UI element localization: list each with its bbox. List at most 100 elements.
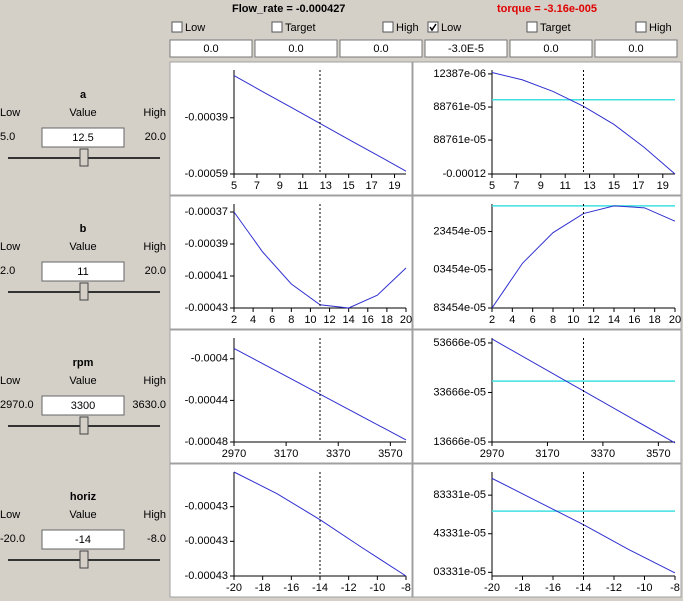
field-box[interactable] [424, 39, 508, 58]
x-tick-label: 3170 [274, 448, 298, 460]
x-tick-label: -18 [515, 582, 531, 594]
checkbox-label[interactable]: Low [185, 22, 205, 34]
high-value: -8.0 [147, 533, 166, 545]
field-box[interactable] [254, 39, 338, 58]
y-tick-label: 53666e-05 [433, 337, 486, 349]
x-tick-label: -16 [283, 582, 299, 594]
torque-label: torque = -3.16e-005 [497, 3, 597, 15]
checkbox[interactable] [382, 21, 394, 33]
field-value[interactable]: 0.0 [373, 43, 388, 55]
plot-cell [412, 195, 682, 330]
x-tick-label: -12 [341, 582, 357, 594]
low-label: Low [0, 509, 20, 521]
value-text[interactable]: 12.5 [72, 132, 93, 144]
x-tick-label: 3370 [591, 448, 615, 460]
slider-thumb[interactable] [79, 416, 89, 435]
low-value: -20.0 [0, 533, 25, 545]
x-tick-label: 2970 [480, 448, 504, 460]
value-label: Value [69, 107, 96, 119]
y-tick-label: -0.00043 [185, 501, 228, 513]
low-value: 2970.0 [0, 399, 34, 411]
x-tick-label: 13 [320, 180, 332, 192]
x-tick-label: 20 [669, 314, 681, 326]
x-tick-label: 13 [583, 180, 595, 192]
x-tick-label: -16 [545, 582, 561, 594]
y-tick-label: 88761e-05 [433, 134, 486, 146]
checkbox[interactable] [427, 21, 439, 33]
value-input[interactable] [41, 261, 125, 282]
field-box[interactable] [594, 39, 678, 58]
checkbox-label[interactable]: High [396, 22, 419, 34]
checkbox[interactable] [526, 21, 538, 33]
x-tick-label: 16 [628, 314, 640, 326]
value-text[interactable]: 3300 [71, 400, 95, 412]
y-tick-label: 33666e-05 [433, 386, 486, 398]
slider-thumb[interactable] [79, 148, 89, 167]
x-tick-label: 8 [288, 314, 294, 326]
checkbox-label[interactable]: High [649, 22, 672, 34]
check-mark [429, 23, 437, 32]
high-label: High [143, 241, 166, 253]
high-label: High [143, 375, 166, 387]
y-tick-label: 83454e-05 [433, 302, 486, 314]
x-tick-label: 2 [489, 314, 495, 326]
value-label: Value [69, 375, 96, 387]
field-value[interactable]: 0.0 [288, 43, 303, 55]
slider-thumb[interactable] [79, 282, 89, 301]
high-label: High [143, 107, 166, 119]
y-tick-label: -0.00059 [185, 168, 228, 180]
slider-thumb[interactable] [79, 550, 89, 569]
checkbox-label[interactable]: Target [540, 22, 571, 34]
x-tick-label: 7 [513, 180, 519, 192]
y-tick-label: 23454e-05 [433, 225, 486, 237]
y-tick-label: 03331e-05 [433, 566, 486, 578]
field-box[interactable] [509, 39, 593, 58]
field-box[interactable] [339, 39, 423, 58]
checkbox[interactable] [171, 21, 183, 33]
checkbox[interactable] [635, 21, 647, 33]
field-value[interactable]: -3.0E-5 [448, 43, 484, 55]
x-tick-label: -10 [369, 582, 385, 594]
x-tick-label: -20 [484, 582, 500, 594]
low-value: 2.0 [0, 265, 15, 277]
x-tick-label: 6 [530, 314, 536, 326]
low-label: Low [0, 241, 20, 253]
y-tick-label: -0.00044 [185, 394, 228, 406]
x-tick-label: 5 [489, 180, 495, 192]
x-tick-label: 12 [588, 314, 600, 326]
plot-cell [412, 329, 682, 464]
x-tick-label: 20 [400, 314, 412, 326]
x-tick-label: 15 [343, 180, 355, 192]
y-tick-label: -0.0004 [191, 353, 228, 365]
factor-name: horiz [70, 491, 97, 503]
y-tick-label: 43331e-05 [433, 528, 486, 540]
value-text[interactable]: 11 [77, 266, 88, 278]
x-tick-label: 19 [657, 180, 669, 192]
field-value[interactable]: 0.0 [543, 43, 558, 55]
field-value[interactable]: 0.0 [203, 43, 218, 55]
field-box[interactable] [169, 39, 253, 58]
x-tick-label: 4 [250, 314, 256, 326]
value-text[interactable]: -14 [75, 534, 91, 546]
x-tick-label: 10 [567, 314, 579, 326]
x-tick-label: 12 [323, 314, 335, 326]
factor-name: rpm [73, 357, 94, 369]
value-input[interactable] [41, 529, 125, 550]
checkbox-label[interactable]: Low [441, 22, 461, 34]
checkbox-label[interactable]: Target [285, 22, 316, 34]
x-tick-label: -8 [670, 582, 680, 594]
y-tick-label: 88761e-05 [433, 101, 486, 113]
x-tick-label: 14 [608, 314, 620, 326]
field-value[interactable]: 0.0 [628, 43, 643, 55]
checkbox[interactable] [271, 21, 283, 33]
y-tick-label: -0.00043 [185, 570, 228, 582]
response-curve [233, 471, 407, 577]
value-input[interactable] [41, 127, 125, 148]
x-tick-label: 9 [277, 180, 283, 192]
flow-label: Flow_rate = -0.000427 [232, 3, 345, 15]
x-tick-label: 2 [231, 314, 237, 326]
x-tick-label: 6 [269, 314, 275, 326]
x-tick-label: 3570 [378, 448, 402, 460]
value-input[interactable] [41, 395, 125, 416]
